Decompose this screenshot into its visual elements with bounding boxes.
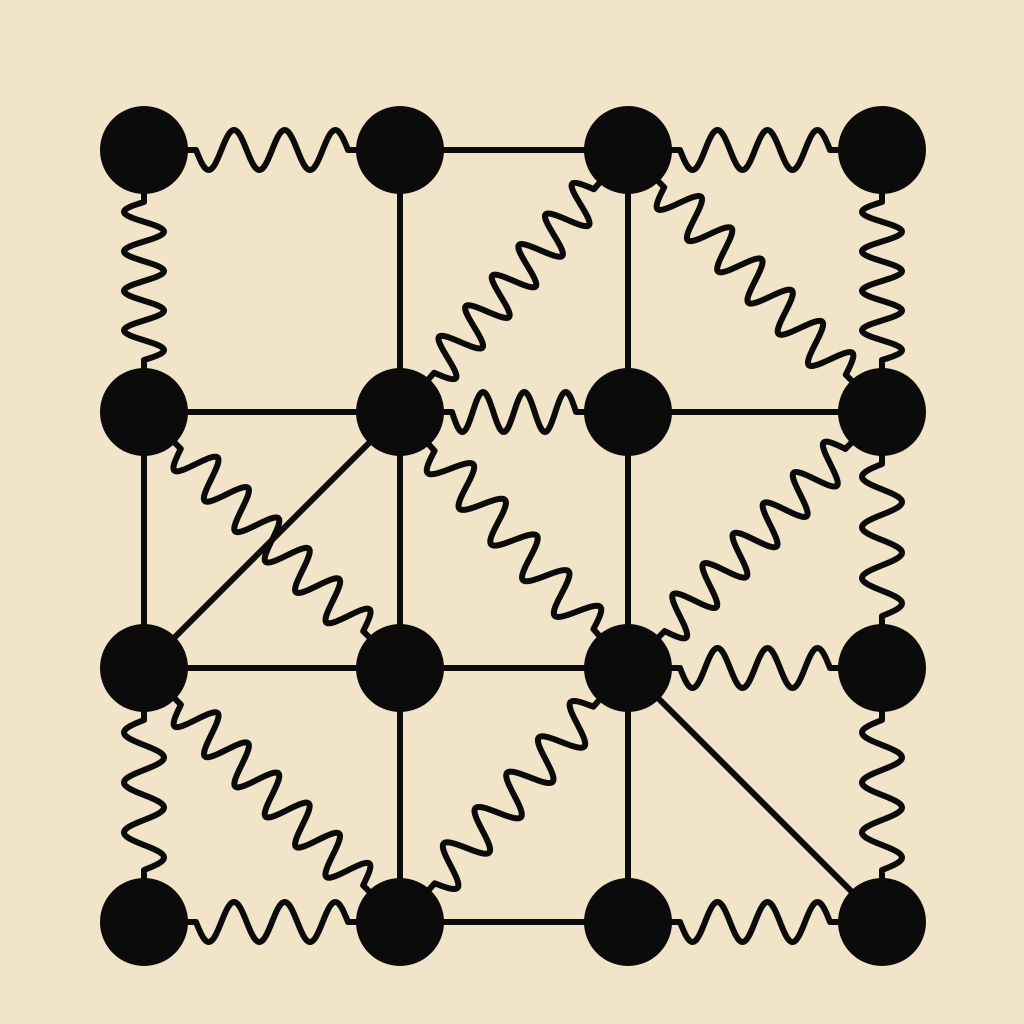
spring-edge-n22-n31 [397,665,631,925]
node-n23 [838,624,926,712]
node-n22 [584,624,672,712]
spring-edge-n00-n10 [121,147,167,415]
spring-edge-n30-n31 [141,899,403,945]
spring-edge-n20-n30 [121,665,167,925]
node-n13 [838,368,926,456]
node-n30 [100,878,188,966]
spring-edge-n11-n12 [397,389,631,435]
rod-edge-n22-n33 [625,665,885,925]
spring-edge-n00-n01 [141,127,403,173]
node-n02 [584,106,672,194]
node-n11 [356,368,444,456]
rod-edge-n11-n20 [141,409,403,671]
node-n10 [100,368,188,456]
spring-edge-n13-n22 [625,409,885,671]
spring-edge-n02-n03 [625,127,885,173]
edges-layer [121,127,905,945]
node-n20 [100,624,188,712]
node-n21 [356,624,444,712]
node-n03 [838,106,926,194]
spring-edge-n20-n31 [141,665,403,925]
node-n33 [838,878,926,966]
node-n12 [584,368,672,456]
spring-edge-n02-n11 [397,147,631,415]
spring-edge-n22-n23 [625,645,885,691]
spring-edge-n23-n33 [859,665,905,925]
node-n00 [100,106,188,194]
node-n01 [356,106,444,194]
nodes-layer [100,106,926,966]
spring-edge-n11-n22 [397,409,631,671]
spring-edge-n02-n13 [625,147,885,415]
node-n31 [356,878,444,966]
spring-edge-n13-n23 [859,409,905,671]
spring-edge-n03-n13 [859,147,905,415]
spring-edge-n32-n33 [625,899,885,945]
node-n32 [584,878,672,966]
